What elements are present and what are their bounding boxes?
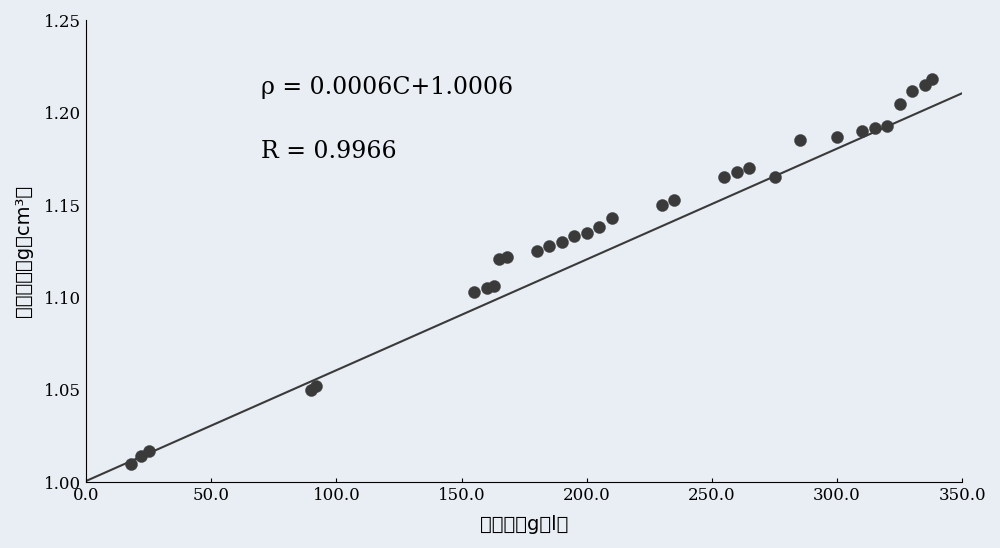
Point [879,121,895,130]
Y-axis label: 鹵水密度（g／cm³）: 鹵水密度（g／cm³） [14,185,33,317]
Point [466,288,482,296]
Point [141,447,157,455]
Point [741,164,757,173]
Point [904,86,920,95]
Point [308,382,324,391]
Point [479,284,495,293]
Point [486,282,502,291]
Point [591,223,607,232]
Point [579,229,595,237]
Point [303,385,319,394]
Point [123,459,139,468]
Point [767,173,783,182]
X-axis label: 矿化度（g／l）: 矿化度（g／l） [480,515,568,534]
Point [654,201,670,209]
Point [491,254,507,263]
Point [666,195,682,204]
Point [829,133,845,141]
Point [566,232,582,241]
Text: ρ = 0.0006C+1.0006: ρ = 0.0006C+1.0006 [261,76,513,99]
Point [924,75,940,84]
Point [499,253,515,261]
Point [529,247,545,256]
Point [716,173,732,182]
Point [541,241,557,250]
Point [892,99,908,108]
Point [867,123,883,132]
Point [917,81,933,89]
Point [729,168,745,176]
Point [554,238,570,247]
Point [792,136,808,145]
Point [133,452,149,461]
Point [854,127,870,135]
Point [604,214,620,222]
Text: R = 0.9966: R = 0.9966 [261,140,397,163]
